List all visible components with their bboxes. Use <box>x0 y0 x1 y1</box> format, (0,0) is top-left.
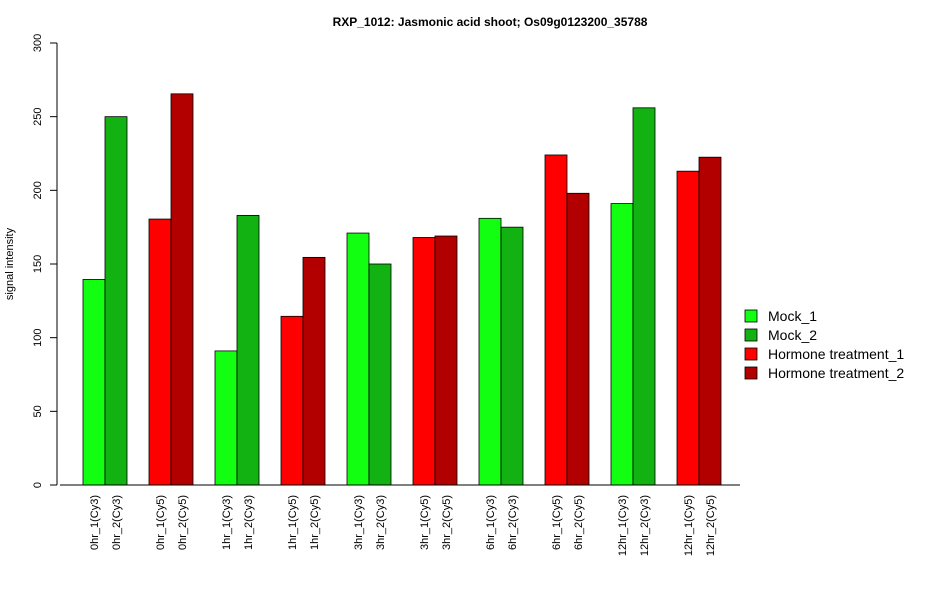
bar <box>104 116 128 486</box>
bar <box>346 232 370 486</box>
legend-swatch <box>744 309 758 323</box>
x-tick-label: 12hr_2(Cy3) <box>639 495 651 556</box>
legend-swatch <box>744 347 758 361</box>
bar <box>632 107 656 486</box>
x-tick-label: 1hr_1(Cy3) <box>221 495 233 550</box>
x-tick-label: 0hr_1(Cy3) <box>89 495 101 550</box>
bar <box>676 170 700 486</box>
bar <box>236 214 260 486</box>
bar <box>544 154 568 486</box>
x-tick-label: 6hr_2(Cy3) <box>507 495 519 550</box>
y-tick-label: 50 <box>32 405 44 417</box>
legend: Mock_1 Mock_2 Hormone treatment_1 Hormone t… <box>744 308 904 381</box>
bar <box>434 235 458 486</box>
x-tick-label: 1hr_2(Cy3) <box>243 495 255 550</box>
y-tick-label: 150 <box>32 255 44 273</box>
bar <box>500 226 524 486</box>
bar <box>82 279 106 486</box>
x-tick-label: 12hr_1(Cy3) <box>617 495 629 556</box>
bar <box>698 156 722 486</box>
y-tick-label: 0 <box>32 482 44 488</box>
bar <box>148 218 172 486</box>
y-tick-label: 200 <box>32 181 44 199</box>
legend-label: Mock_2 <box>768 327 817 343</box>
x-tick-label: 12hr_2(Cy5) <box>705 495 717 556</box>
y-axis: 0 50 100 150 200 250 300 <box>32 34 58 488</box>
bars-layer <box>82 93 722 486</box>
x-tick-label: 6hr_1(Cy3) <box>485 495 497 550</box>
legend-label: Hormone treatment_2 <box>768 365 904 381</box>
x-tick-label: 6hr_1(Cy5) <box>551 495 563 550</box>
y-tick-label: 300 <box>32 34 44 52</box>
legend-label: Hormone treatment_1 <box>768 346 904 362</box>
bar <box>610 203 634 486</box>
legend-swatch <box>744 328 758 342</box>
legend-label: Mock_1 <box>768 308 817 324</box>
bar <box>478 217 502 486</box>
x-tick-label: 6hr_2(Cy5) <box>573 495 585 550</box>
chart-title: RXP_1012: Jasmonic acid shoot; Os09g0123… <box>333 15 648 29</box>
x-tick-label: 1hr_2(Cy5) <box>309 495 321 550</box>
y-tick-label: 100 <box>32 328 44 346</box>
bar <box>214 350 238 486</box>
x-tick-label: 3hr_1(Cy3) <box>353 495 365 550</box>
x-tick-label: 0hr_2(Cy3) <box>111 495 123 550</box>
x-tick-label: 3hr_2(Cy5) <box>441 495 453 550</box>
bar <box>170 93 194 486</box>
bar <box>412 237 436 486</box>
bar <box>566 192 590 486</box>
x-tick-labels: 0hr_1(Cy3) 0hr_2(Cy3) 0hr_1(Cy5) 0hr_2(Cy5)… <box>89 495 717 556</box>
x-tick-label: 1hr_1(Cy5) <box>287 495 299 550</box>
legend-swatch <box>744 366 758 380</box>
x-tick-label: 0hr_2(Cy5) <box>177 495 189 550</box>
bar <box>368 263 392 486</box>
y-tick-label: 250 <box>32 107 44 125</box>
y-axis-label: signal intensity <box>4 227 16 300</box>
bar <box>302 256 326 486</box>
x-tick-label: 3hr_2(Cy3) <box>375 495 387 550</box>
x-tick-label: 12hr_1(Cy5) <box>683 495 695 556</box>
x-tick-label: 3hr_1(Cy5) <box>419 495 431 550</box>
bar <box>280 315 304 486</box>
x-tick-label: 0hr_1(Cy5) <box>155 495 167 550</box>
